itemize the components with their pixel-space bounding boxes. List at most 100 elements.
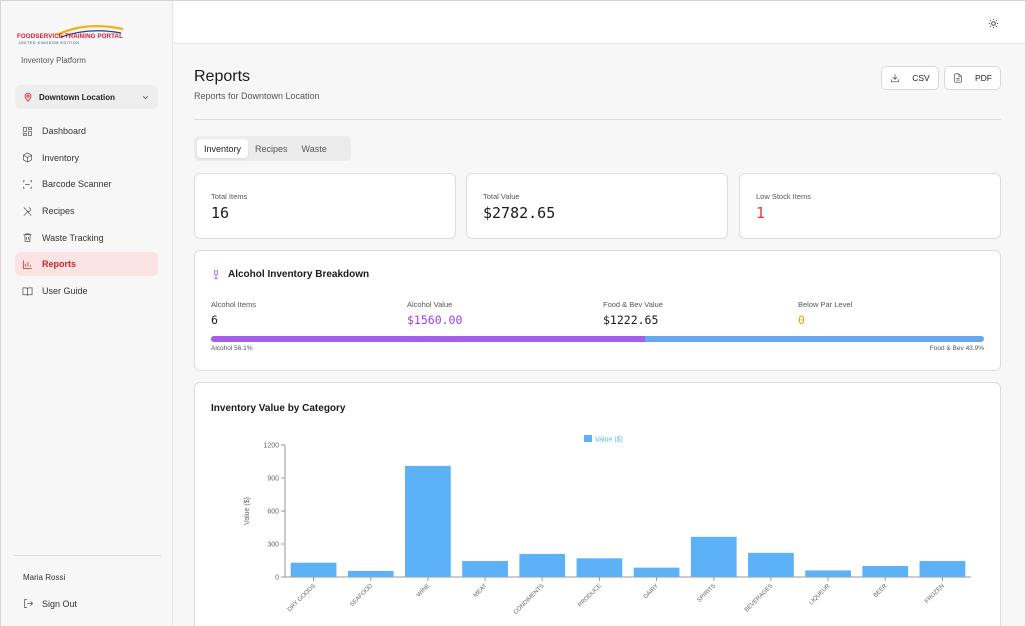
sidebar: FOODSERVICE TRAINING PORTAL UNITED KINGD… bbox=[1, 1, 173, 626]
wine-glass-icon bbox=[213, 270, 219, 279]
alcohol-items-label: Alcohol Items bbox=[211, 300, 257, 309]
chart-bar bbox=[290, 562, 337, 577]
sidebar-item-label: Waste Tracking bbox=[42, 232, 104, 243]
export-csv-button[interactable]: CSV bbox=[881, 66, 939, 90]
chart-bar bbox=[347, 570, 394, 577]
x-tick-label: PRODUCE bbox=[577, 583, 602, 608]
food-bev-value-stat: Food & Bev Value $1222.65 bbox=[603, 300, 663, 327]
total-value-card: Total Value $2782.65 bbox=[466, 173, 728, 239]
export-pdf-button[interactable]: PDF bbox=[944, 66, 1001, 90]
total-value-value: $2782.65 bbox=[483, 204, 556, 222]
alcohol-split-bar bbox=[211, 336, 984, 342]
chart-bar bbox=[748, 552, 794, 577]
location-select-value: Downtown Location bbox=[39, 92, 115, 102]
y-axis-label: Value ($) bbox=[244, 497, 251, 525]
below-par-value: 0 bbox=[798, 313, 805, 327]
alcohol-items-value: 6 bbox=[211, 313, 218, 327]
total-items-value: 16 bbox=[211, 204, 230, 222]
sidebar-item-user-guide[interactable]: User Guide bbox=[15, 279, 158, 303]
alcohol-pct-label: Alcohol 56.1% bbox=[211, 345, 253, 352]
dashboard-icon bbox=[23, 126, 32, 136]
chart-bar bbox=[805, 570, 851, 577]
brand-logo[interactable]: FOODSERVICE TRAINING PORTAL UNITED KINGD… bbox=[17, 25, 129, 49]
chart-bar bbox=[405, 465, 451, 577]
inventory-value-chart: Value ($) 0 300 600 900 1200 Value ($) DRY GOOD… bbox=[244, 435, 971, 616]
header-divider bbox=[194, 119, 1001, 120]
x-tick-label: LIQUEUR bbox=[808, 583, 832, 607]
below-par-stat: Below Par Level 0 bbox=[798, 300, 852, 327]
chart-bar bbox=[576, 558, 623, 577]
sidebar-item-dashboard[interactable]: Dashboard bbox=[15, 119, 158, 143]
food-bev-value-label: Food & Bev Value bbox=[603, 300, 663, 309]
box-icon bbox=[23, 152, 32, 163]
location-select[interactable]: Downtown Location bbox=[15, 85, 158, 109]
x-tick-label: DAIRY bbox=[643, 583, 660, 600]
logo-text: FOODSERVICE TRAINING PORTAL bbox=[17, 33, 123, 40]
below-par-label: Below Par Level bbox=[798, 300, 853, 309]
total-items-label: Total Items bbox=[211, 192, 248, 201]
alcohol-breakdown-title-text: Alcohol Inventory Breakdown bbox=[228, 269, 370, 280]
tab-waste[interactable]: Waste bbox=[301, 143, 327, 154]
sidebar-item-reports[interactable]: Reports bbox=[15, 252, 158, 277]
utensils-icon bbox=[23, 206, 32, 216]
x-tick-label: DRY GOODS bbox=[287, 583, 317, 613]
alcohol-breakdown-card: Alcohol Inventory Breakdown Alcohol Item… bbox=[194, 250, 1001, 371]
x-tick-label: WINE bbox=[416, 583, 431, 598]
y-tick-label: 600 bbox=[267, 509, 279, 516]
legend-label: Value ($) bbox=[595, 437, 623, 444]
food-bev-pct-label: Food & Bev 43.9% bbox=[929, 345, 984, 352]
alcohol-value-label: Alcohol Value bbox=[407, 300, 453, 309]
top-bar bbox=[173, 1, 1025, 44]
bar-chart-icon bbox=[23, 260, 32, 269]
alcohol-items-stat: Alcohol Items 6 bbox=[211, 300, 256, 327]
chart-title: Inventory Value by Category bbox=[211, 403, 346, 414]
low-stock-value: 1 bbox=[756, 204, 766, 222]
y-tick-label: 1200 bbox=[263, 443, 279, 450]
page-title: Reports bbox=[194, 68, 251, 85]
download-icon bbox=[891, 74, 900, 83]
platform-label: Inventory Platform bbox=[21, 56, 86, 65]
sign-out-button[interactable]: Sign Out bbox=[23, 598, 77, 609]
category-chart-card: Inventory Value by Category Value ($) 0 30… bbox=[194, 382, 1001, 626]
legend-swatch bbox=[584, 435, 592, 442]
export-pdf-label: PDF bbox=[975, 73, 992, 83]
sidebar-item-recipes[interactable]: Recipes bbox=[15, 199, 158, 223]
x-tick-label: BEER bbox=[873, 583, 889, 599]
total-value-label: Total Value bbox=[483, 192, 520, 201]
low-stock-label: Low Stock Items bbox=[756, 192, 812, 201]
export-csv-label: CSV bbox=[912, 73, 930, 83]
sidebar-item-inventory[interactable]: Inventory bbox=[15, 146, 158, 170]
user-name: Maria Rossi bbox=[23, 573, 66, 582]
trash-icon bbox=[23, 233, 32, 243]
x-tick-label: BEVERAGES bbox=[744, 583, 774, 613]
y-tick-label: 0 bbox=[275, 575, 279, 582]
sidebar-item-label: Inventory bbox=[42, 152, 80, 163]
chart-bar bbox=[519, 553, 566, 577]
book-icon bbox=[22, 287, 33, 296]
alcohol-value-value: $1560.00 bbox=[407, 313, 463, 327]
food-bev-value-value: $1222.65 bbox=[603, 313, 659, 327]
chart-bar bbox=[862, 566, 909, 577]
logo-subtext: UNITED KINGDOM EDITION bbox=[19, 41, 80, 45]
chart-bar bbox=[633, 567, 680, 577]
log-out-icon bbox=[24, 599, 34, 608]
chart-bar bbox=[919, 561, 966, 577]
main-content: Reports Reports for Downtown Location CS… bbox=[173, 44, 1025, 626]
total-items-card: Total Items 16 bbox=[194, 173, 456, 239]
tab-recipes[interactable]: Recipes bbox=[255, 143, 288, 154]
chart-bar bbox=[690, 536, 737, 577]
sidebar-item-barcode-scanner[interactable]: Barcode Scanner bbox=[15, 172, 158, 196]
x-tick-label: SEAFOOD bbox=[349, 583, 374, 608]
alcohol-split-fill bbox=[211, 336, 645, 342]
sidebar-item-waste-tracking[interactable]: Waste Tracking bbox=[15, 226, 158, 250]
page-subtitle: Reports for Downtown Location bbox=[194, 91, 320, 101]
logo-swoosh-icon bbox=[56, 25, 124, 38]
y-tick-label: 300 bbox=[267, 542, 279, 549]
map-pin-icon bbox=[24, 92, 32, 102]
report-tabs: Inventory Recipes Waste bbox=[194, 136, 351, 161]
x-tick-label: CONDIMENTS bbox=[513, 583, 546, 616]
sidebar-item-label: Barcode Scanner bbox=[42, 179, 112, 190]
theme-toggle-sun-icon[interactable] bbox=[988, 18, 999, 29]
alcohol-value-stat: Alcohol Value $1560.00 bbox=[407, 300, 462, 327]
tab-inventory[interactable]: Inventory bbox=[197, 139, 249, 158]
